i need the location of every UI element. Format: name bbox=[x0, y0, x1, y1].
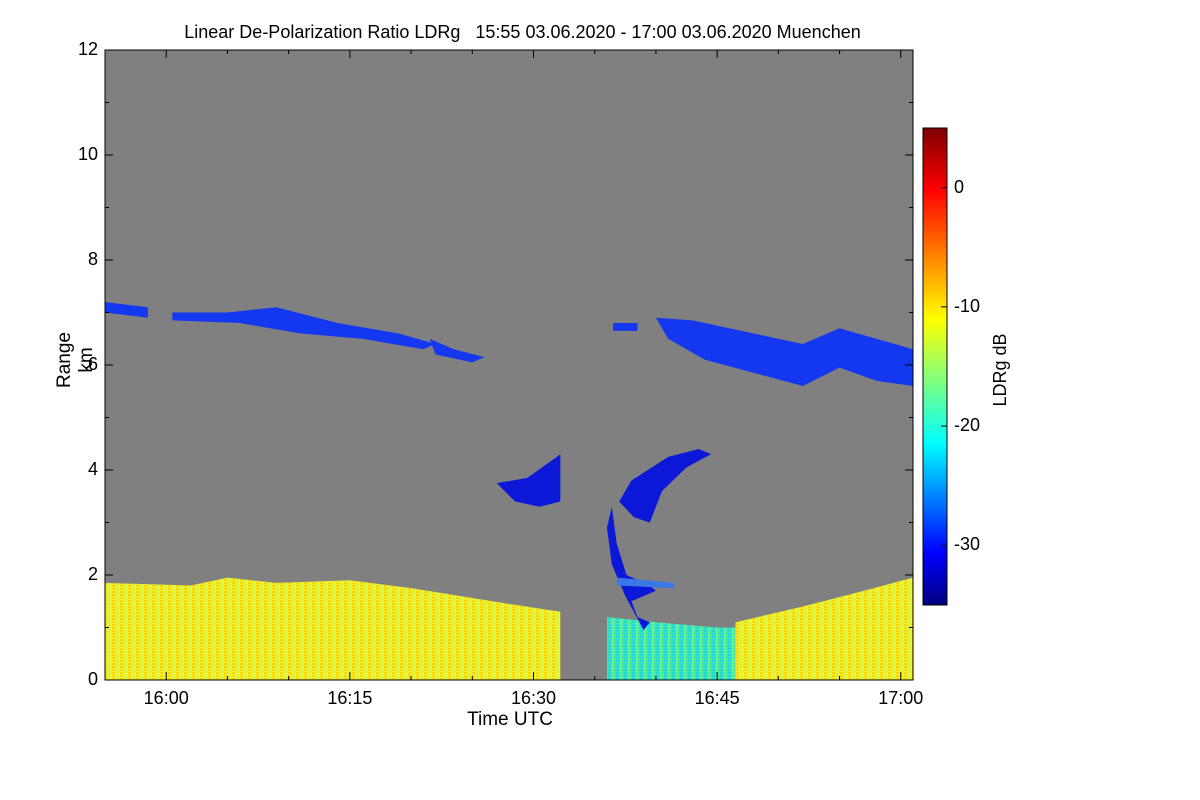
colorbar-gradient bbox=[922, 127, 948, 606]
cirrus-fragment-3 bbox=[429, 338, 485, 363]
colorbar-tick-label: 0 bbox=[954, 176, 965, 197]
cirrus-fragment-5 bbox=[655, 317, 913, 386]
x-tick-label: 16:00 bbox=[143, 688, 189, 708]
y-tick-label: 8 bbox=[87, 249, 98, 269]
colorbar-tick-label: -30 bbox=[954, 534, 981, 555]
aerosol-layer-left bbox=[105, 577, 561, 680]
colorbar-tick-label: -10 bbox=[954, 295, 981, 316]
x-tick-label: 16:45 bbox=[694, 688, 740, 708]
aerosol-layer-mid bbox=[606, 617, 736, 680]
y-tick-label: 6 bbox=[87, 354, 98, 374]
x-tick-label: 16:15 bbox=[327, 688, 373, 708]
y-tick-label: 2 bbox=[87, 564, 98, 584]
colorbar-tick-label: -20 bbox=[954, 415, 981, 436]
plot-area bbox=[104, 49, 914, 681]
y-tick-label: 10 bbox=[77, 144, 98, 164]
colorbar-label: LDRg dB bbox=[990, 333, 1010, 407]
aerosol-layer-right bbox=[735, 577, 913, 680]
x-tick-label: 17:00 bbox=[878, 688, 924, 708]
y-tick-label: 0 bbox=[87, 669, 98, 689]
cirrus-fragment-4 bbox=[613, 323, 638, 331]
chart-title: Linear De-Polarization Ratio LDRg 15:55 … bbox=[184, 22, 861, 42]
x-axis-label: Time UTC bbox=[467, 709, 553, 730]
mid-cloud-left bbox=[496, 454, 561, 507]
y-tick-label: 12 bbox=[77, 39, 98, 59]
mid-cloud-right bbox=[619, 449, 711, 523]
mid-cloud-trail bbox=[606, 506, 656, 631]
y-tick-label: 4 bbox=[87, 459, 98, 479]
cirrus-fragment-1 bbox=[105, 302, 148, 318]
mid-cloud-band bbox=[616, 577, 675, 589]
cirrus-fragment-2 bbox=[172, 307, 436, 350]
colorbar bbox=[922, 127, 948, 606]
x-tick-label: 16:30 bbox=[510, 688, 556, 708]
no-data-gap bbox=[560, 449, 607, 680]
